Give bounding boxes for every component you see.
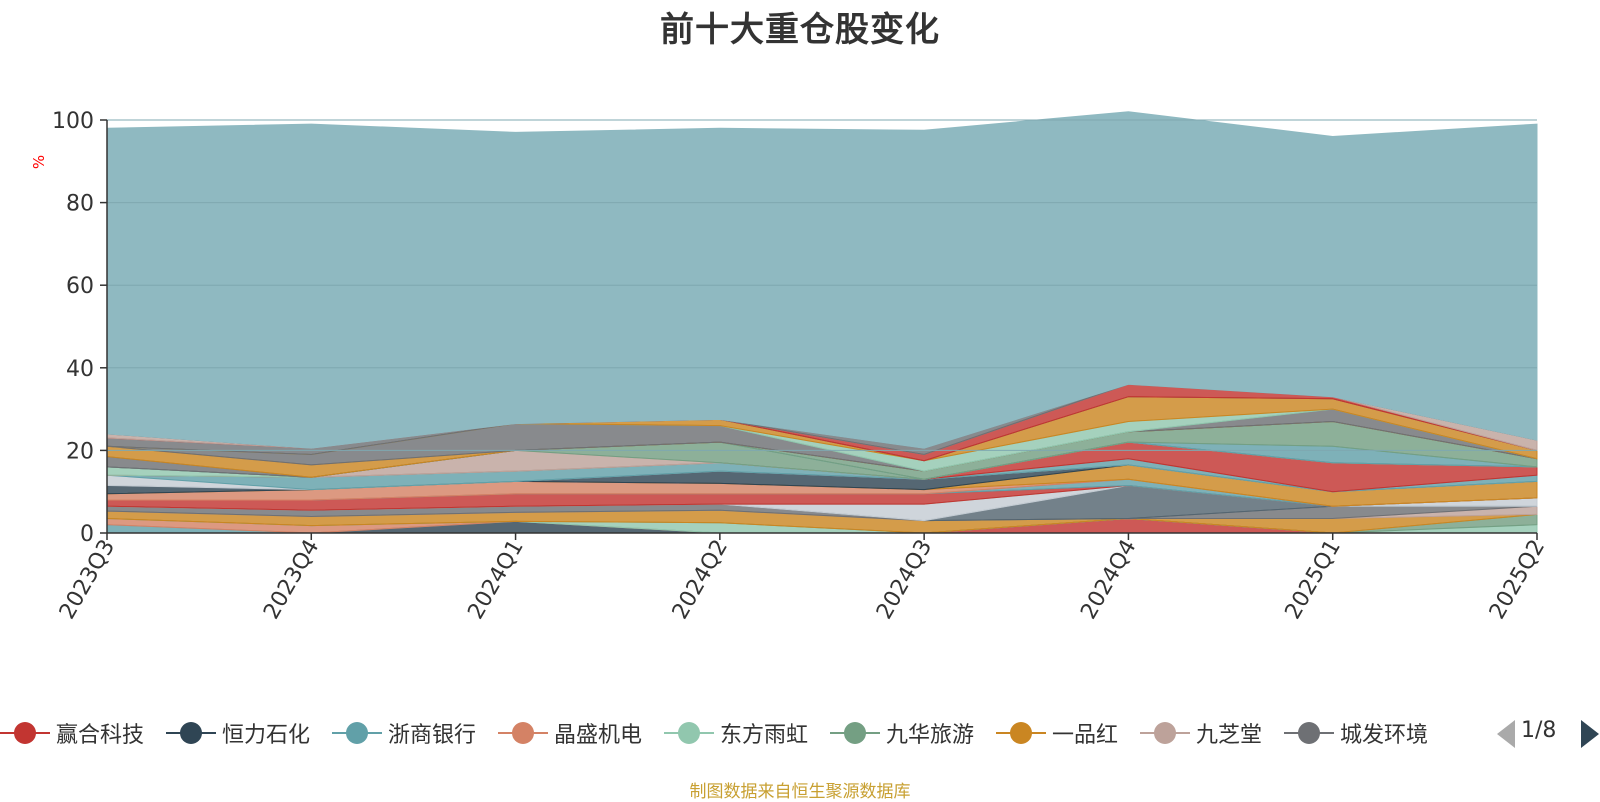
legend-next-page-icon[interactable] <box>1581 720 1599 748</box>
source-note: 制图数据来自恒生聚源数据库 <box>689 782 911 802</box>
legend-label: 九华旅游 <box>886 723 975 748</box>
y-tick-label: 60 <box>66 274 94 299</box>
legend-item[interactable]: 一品红 <box>996 713 1118 753</box>
y-tick-label: 80 <box>66 192 94 217</box>
legend-marker-icon <box>1284 713 1334 753</box>
x-tick-label: 2025Q1 <box>1281 536 1346 624</box>
legend-item[interactable]: 浙商银行 <box>332 713 476 753</box>
legend-item[interactable]: 恒力石化 <box>166 713 310 753</box>
legend-label: 九芝堂 <box>1196 723 1263 748</box>
y-tick-label: 0 <box>80 522 94 547</box>
x-tick-label: 2025Q2 <box>1485 536 1550 624</box>
legend-item[interactable]: 城发环境 <box>1284 713 1428 753</box>
legend: 赢合科技 恒力石化 浙商银行 晶盛机电 东方雨虹 九华旅游 一品红 九芝堂 城发环境 1/8 <box>0 713 1600 753</box>
x-tick-label: 2023Q4 <box>259 536 324 624</box>
legend-pager: 1/8 <box>1497 713 1600 753</box>
legend-item[interactable]: 九华旅游 <box>830 713 974 753</box>
y-tick-label: 100 <box>52 109 94 134</box>
y-axis-unit-label: % <box>30 155 48 169</box>
x-tick-label: 2024Q1 <box>463 536 528 624</box>
x-tick-label: 2024Q3 <box>872 536 937 624</box>
legend-label: 晶盛机电 <box>554 723 643 748</box>
legend-item[interactable]: 晶盛机电 <box>498 713 642 753</box>
y-tick-label: 40 <box>66 357 94 382</box>
legend-marker-icon <box>332 713 382 753</box>
legend-label: 恒力石化 <box>222 723 311 748</box>
legend-label: 赢合科技 <box>56 723 145 748</box>
area-series-35 <box>106 111 1538 449</box>
x-tick-label: 2024Q4 <box>1076 536 1141 624</box>
legend-item[interactable]: 九芝堂 <box>1140 713 1262 753</box>
legend-marker-icon <box>166 713 216 753</box>
grid-lines <box>107 119 1537 451</box>
legend-page-indicator: 1/8 <box>1521 718 1557 743</box>
legend-label: 城发环境 <box>1340 723 1429 748</box>
legend-items: 赢合科技 恒力石化 浙商银行 晶盛机电 东方雨虹 九华旅游 一品红 九芝堂 城发环境 <box>0 713 1482 753</box>
legend-item[interactable]: 东方雨虹 <box>664 713 808 753</box>
x-tick-label: 2024Q2 <box>668 536 733 624</box>
legend-label: 东方雨虹 <box>720 723 809 748</box>
legend-label: 一品红 <box>1052 723 1119 748</box>
legend-prev-page-icon[interactable] <box>1497 720 1515 748</box>
legend-marker-icon <box>1140 713 1190 753</box>
chart-title: 前十大重仓股变化 <box>660 10 940 50</box>
x-tick-label: 2023Q3 <box>55 536 120 624</box>
legend-marker-icon <box>996 713 1046 753</box>
legend-marker-icon <box>664 713 714 753</box>
legend-marker-icon <box>0 713 50 753</box>
legend-label: 浙商银行 <box>388 723 477 748</box>
legend-marker-icon <box>830 713 880 753</box>
legend-marker-icon <box>498 713 548 753</box>
legend-item[interactable]: 赢合科技 <box>0 713 144 753</box>
y-tick-label: 20 <box>66 439 94 464</box>
area-series-group <box>106 111 1538 534</box>
stacked-area-chart: 0 20 40 60 80 100 2023Q3 2023Q4 2024Q1 2024Q2 2024… <box>30 109 1550 624</box>
